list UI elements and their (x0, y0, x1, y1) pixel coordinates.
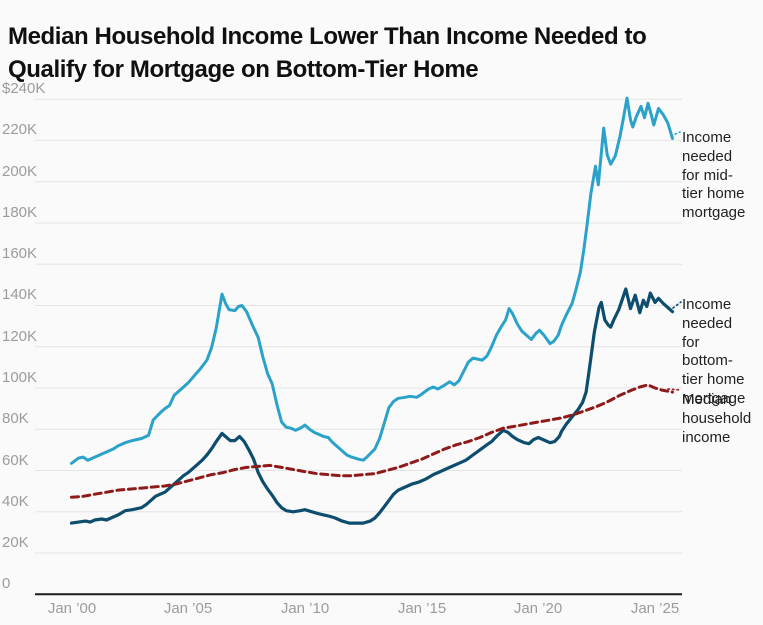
y-axis-tick-label: 20K (2, 534, 29, 551)
series-label-median-income: Median household income (682, 391, 752, 446)
x-axis-tick-label: Jan ’15 (397, 600, 447, 617)
label-leader-dots (670, 131, 681, 137)
label-leader-dots (667, 388, 681, 391)
y-axis-tick-label: 100K (2, 369, 38, 386)
x-axis-tick-label: Jan ’00 (47, 600, 97, 617)
x-axis-tick-label: Jan ’10 (280, 600, 330, 617)
y-axis-tick-label: 0 (2, 575, 11, 592)
y-axis-tick-label: 80K (2, 410, 29, 427)
y-axis-tick-label: 60K (2, 452, 29, 469)
series-line-2 (70, 383, 674, 499)
y-axis-tick-label: $240K (2, 80, 46, 97)
chart-title: Median Household Income Lower Than Incom… (8, 23, 647, 84)
series-line-0 (70, 96, 674, 465)
y-axis-tick-label: 40K (2, 493, 29, 510)
y-axis-tick-label: 180K (2, 204, 38, 221)
x-axis-tick-label: Jan ’05 (163, 600, 213, 617)
series-line-1 (69, 287, 675, 525)
y-axis-tick-label: 140K (2, 286, 38, 303)
x-axis-tick-label: Jan ’25 (630, 600, 680, 617)
y-axis-tick-label: 120K (2, 328, 38, 345)
y-axis-tick-label: 200K (2, 163, 38, 180)
series-label-bottom-tier: Income needed for bottom- tier home mort… (682, 296, 746, 407)
series-label-mid-tier: Income needed for mid- tier home mortgag… (682, 129, 746, 222)
y-axis-tick-label: 160K (2, 245, 38, 262)
x-axis-tick-label: Jan ’20 (513, 600, 563, 617)
label-leader-dots (672, 301, 682, 309)
y-axis-tick-label: 220K (2, 121, 38, 138)
